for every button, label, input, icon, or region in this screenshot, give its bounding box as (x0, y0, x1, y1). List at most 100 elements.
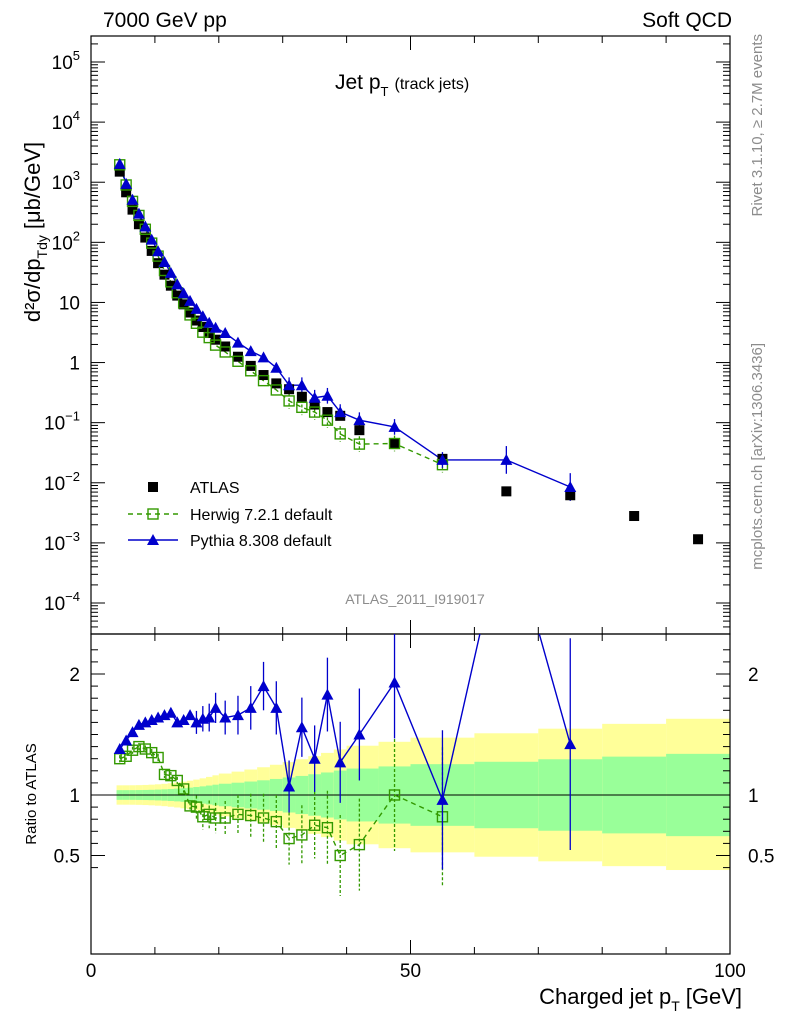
marker-herwig (308, 406, 321, 418)
axis-ticks: 0 50 10010510410310210110−110−210−310−40.5… (44, 36, 774, 982)
x-axis-label-sub: T (671, 998, 680, 1014)
marker-pythia (120, 177, 133, 189)
marker-atlas (354, 425, 365, 436)
marker-herwig (152, 751, 164, 764)
marker-pythia (184, 294, 197, 306)
x-tick-label: 100 (714, 961, 746, 982)
marker-pythia (388, 420, 401, 432)
marker-herwig (296, 829, 308, 841)
marker-pythia (334, 406, 347, 418)
marker-herwig (120, 750, 132, 762)
ratio-tick-label-right: 1 (748, 786, 759, 807)
marker-pythia (436, 793, 449, 805)
marker-herwig (257, 812, 270, 824)
marker-pythia (244, 701, 257, 713)
ratio-line-herwig (119, 745, 443, 857)
plot-title: Jet pT (track jets) (335, 71, 469, 99)
y-tick-label: 105 (52, 48, 80, 74)
marker-pythia (244, 345, 257, 357)
marker-atlas (140, 232, 151, 243)
marker-pythia (190, 302, 203, 314)
marker-pythia (295, 721, 308, 733)
marker-pythia (203, 711, 216, 723)
marker-atlas (309, 399, 320, 410)
marker-herwig (190, 317, 203, 329)
marker-pythia (257, 680, 270, 692)
marker-herwig (270, 384, 283, 396)
y-axis-label: d²σ/dpTdy [μb/GeV] (20, 142, 50, 322)
marker-pythia (308, 752, 321, 764)
y-axis-label-unit: [μb/GeV] (20, 142, 45, 229)
marker-pythia (139, 220, 152, 232)
marker-atlas (185, 307, 196, 318)
marker-atlas (148, 482, 158, 492)
marker-herwig (232, 808, 244, 821)
y-tick-label: 103 (52, 168, 80, 194)
marker-pythia (113, 743, 126, 755)
category-label: Soft QCD (642, 9, 732, 32)
x-tick-label: 0 (86, 961, 97, 982)
y-tick-label: 10−1 (44, 409, 80, 435)
ratio-tick-label-right: 0.5 (748, 847, 774, 868)
legend-label: ATLAS (190, 480, 240, 497)
marker-pythia (353, 414, 366, 426)
marker-atlas (178, 299, 189, 310)
marker-herwig (147, 508, 159, 520)
marker-pythia (164, 706, 177, 718)
y-tick-label: 10−4 (44, 589, 80, 615)
marker-herwig (257, 374, 270, 387)
marker-herwig (184, 800, 196, 812)
marker-pythia (209, 701, 222, 713)
marker-herwig (353, 838, 366, 851)
ratio-tick-label: 0.5 (54, 847, 80, 868)
x-axis-label-unit: [GeV] (686, 984, 742, 1009)
marker-atlas (693, 534, 704, 545)
marker-pythia (126, 193, 139, 205)
marker-herwig (203, 331, 215, 344)
marker-herwig (388, 437, 401, 450)
ratio-axis-label: Ratio to ATLAS (23, 743, 40, 844)
marker-herwig (177, 783, 190, 795)
marker-atlas (159, 269, 170, 280)
marker-herwig (308, 819, 321, 831)
ratio-series (113, 634, 577, 897)
marker-pythia (564, 738, 577, 750)
marker-herwig (190, 801, 203, 813)
x-axis-label: Charged jet pT [GeV] (539, 984, 742, 1014)
marker-pythia (283, 780, 296, 792)
marker-herwig (245, 809, 257, 822)
y-tick-label: 10 (59, 293, 80, 314)
marker-herwig (171, 774, 183, 787)
marker-herwig (219, 346, 231, 358)
ratio-tick-label: 1 (69, 786, 80, 807)
marker-pythia (231, 336, 244, 348)
marker-atlas (172, 290, 183, 301)
marker-pythia (164, 266, 177, 278)
energy-label: 7000 GeV pp (103, 9, 227, 32)
marker-herwig (197, 811, 209, 823)
marker-pythia (334, 756, 347, 768)
marker-pythia (177, 713, 190, 725)
marker-atlas (153, 258, 164, 269)
marker-herwig (209, 339, 222, 351)
marker-herwig (321, 414, 334, 426)
marker-pythia (113, 157, 126, 169)
marker-herwig (133, 740, 145, 753)
marker-atlas (146, 245, 157, 256)
marker-pythia (203, 316, 216, 328)
marker-atlas (296, 391, 307, 402)
marker-pythia (436, 453, 449, 465)
marker-pythia (196, 310, 209, 322)
marker-pythia (147, 534, 159, 545)
marker-atlas (114, 166, 125, 177)
marker-herwig (232, 355, 244, 367)
marker-herwig (353, 438, 366, 450)
marker-pythia (321, 389, 334, 401)
plot-title-sub: T (381, 84, 389, 99)
marker-pythia (184, 709, 197, 721)
legend-label: Herwig 7.2.1 default (190, 507, 333, 524)
ratio-tick-label: 2 (69, 665, 80, 686)
marker-herwig (334, 428, 346, 440)
marker-atlas (127, 204, 138, 215)
